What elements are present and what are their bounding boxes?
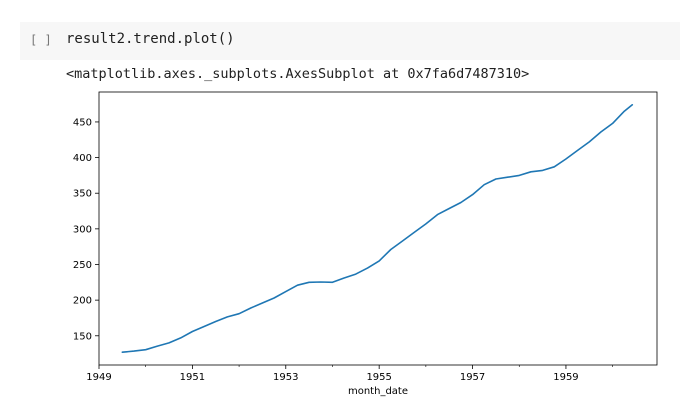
output-repr: <matplotlib.axes._subplots.AxesSubplot a… [66,66,530,82]
x-tick-label: 1957 [460,372,485,383]
y-tick-label: 300 [73,224,92,235]
x-tick-label: 1951 [180,372,205,383]
x-tick-label: 1955 [366,372,391,383]
y-tick-label: 400 [73,153,92,164]
x-axis-label: month_date [348,386,408,397]
y-tick-label: 250 [73,260,92,271]
x-tick-label: 1949 [86,372,111,383]
x-tick-label: 1959 [553,372,578,383]
x-tick-label: 1953 [273,372,298,383]
y-tick-label: 450 [73,117,92,128]
run-cell-button[interactable]: [ ] [30,33,52,47]
code-cell[interactable]: [ ] result2.trend.plot() [20,22,680,60]
y-tick-label: 350 [73,189,92,200]
plot-area [98,91,658,366]
series-line-0 [121,104,634,354]
code-input[interactable]: result2.trend.plot() [66,31,235,47]
y-tick-label: 200 [73,296,92,307]
y-tick-label: 150 [73,331,92,342]
